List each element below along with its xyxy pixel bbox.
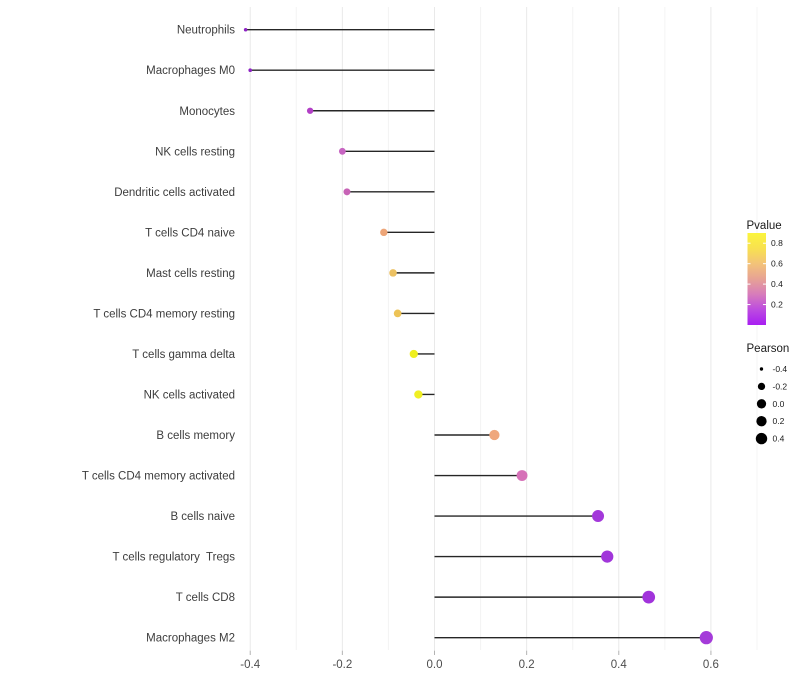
y-axis-label: Macrophages M2 bbox=[146, 633, 235, 645]
x-axis-tick-label: 0.2 bbox=[519, 659, 535, 671]
lollipop-dot bbox=[306, 107, 314, 114]
y-axis-label: T cells CD4 memory resting bbox=[93, 308, 235, 320]
lollipop-dot bbox=[699, 631, 713, 645]
y-axis-label: Dendritic cells activated bbox=[114, 187, 235, 199]
lollipop-dot bbox=[389, 269, 397, 277]
lollipop-dot bbox=[642, 590, 656, 604]
pearson-legend-label: 0.0 bbox=[773, 399, 785, 409]
pvalue-legend-label: 0.4 bbox=[771, 279, 783, 289]
pearson-legend-label: -0.2 bbox=[773, 381, 788, 391]
pvalue-legend-label: 0.6 bbox=[771, 259, 783, 269]
y-axis-label: B cells memory bbox=[156, 430, 235, 442]
pearson-legend-dot bbox=[755, 432, 768, 445]
y-axis-label: Macrophages M0 bbox=[146, 65, 235, 77]
pvalue-colorbar bbox=[747, 233, 766, 325]
x-axis-tick-label: 0.0 bbox=[427, 659, 443, 671]
pearson-legend-dot bbox=[757, 382, 766, 391]
lollipop-dot bbox=[243, 27, 248, 32]
y-axis-label: Monocytes bbox=[179, 106, 235, 118]
pearson-legend-label: 0.4 bbox=[773, 434, 785, 444]
pearson-legend-dot bbox=[756, 416, 767, 427]
y-axis-label: T cells CD4 naive bbox=[145, 227, 235, 239]
pearson-legend-title: Pearson bbox=[747, 343, 790, 355]
y-axis-label: T cells gamma delta bbox=[132, 349, 235, 361]
x-axis-tick-label: 0.6 bbox=[703, 659, 719, 671]
y-axis-label: T cells regulatory Tregs bbox=[112, 552, 235, 564]
x-axis-tick-label: 0.4 bbox=[611, 659, 628, 671]
lollipop-dot bbox=[601, 550, 614, 563]
lollipop-dot bbox=[592, 510, 605, 523]
y-axis-label: Neutrophils bbox=[177, 25, 235, 37]
y-axis-label: B cells naive bbox=[170, 511, 235, 523]
y-axis-label: T cells CD8 bbox=[176, 592, 235, 604]
y-axis-label: NK cells activated bbox=[144, 389, 235, 401]
y-axis-label: NK cells resting bbox=[155, 146, 235, 158]
lollipop-dot bbox=[414, 390, 423, 399]
lollipop-dot bbox=[393, 309, 402, 318]
y-axis-label: Mast cells resting bbox=[146, 268, 235, 280]
pvalue-legend-title: Pvalue bbox=[747, 220, 782, 232]
lollipop-dot bbox=[409, 349, 418, 359]
x-axis-tick-label: -0.4 bbox=[240, 659, 260, 671]
pearson-legend-label: -0.4 bbox=[773, 364, 788, 374]
lollipop-dot bbox=[489, 429, 500, 441]
lollipop-dot bbox=[516, 470, 528, 481]
x-axis-tick-label: -0.2 bbox=[332, 659, 352, 671]
pearson-legend-dot bbox=[759, 367, 764, 371]
pvalue-legend-label: 0.8 bbox=[771, 238, 783, 248]
lollipop-dot bbox=[248, 68, 253, 73]
lollipop-dot bbox=[380, 228, 388, 237]
lollipop-dot bbox=[338, 147, 346, 155]
pearson-legend-dot bbox=[756, 399, 767, 409]
pvalue-legend-label: 0.2 bbox=[771, 300, 783, 310]
pearson-legend-label: 0.2 bbox=[773, 416, 785, 426]
lollipop-dot bbox=[343, 188, 351, 196]
y-axis-label: T cells CD4 memory activated bbox=[82, 471, 235, 483]
